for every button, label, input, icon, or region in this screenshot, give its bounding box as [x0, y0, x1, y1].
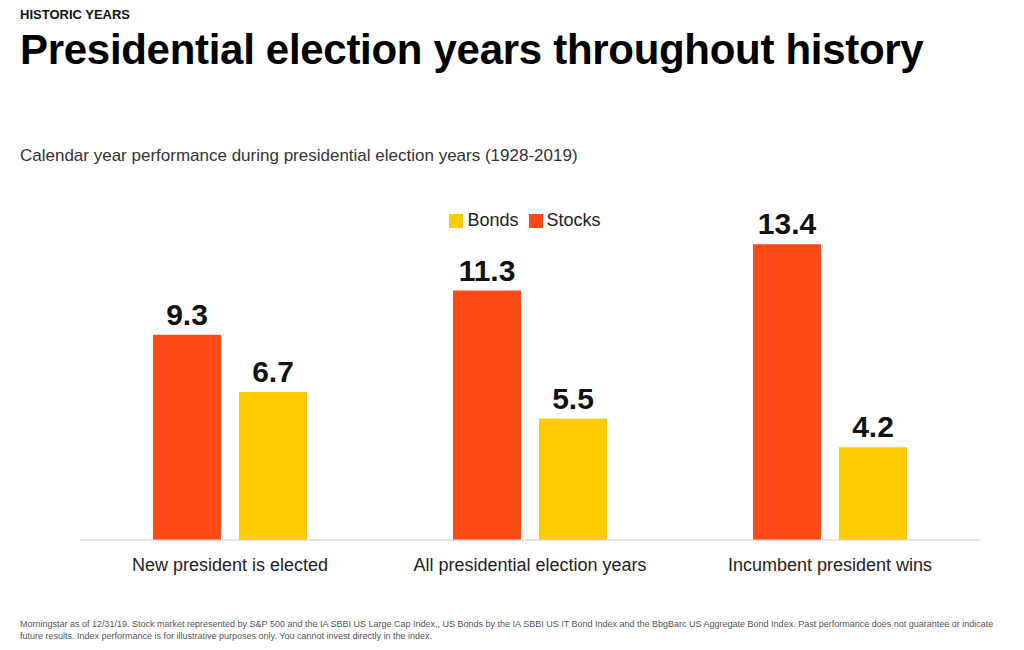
- svg-text:9.3: 9.3: [166, 298, 208, 331]
- html-text:Calendar year performance duri: Calendar year performance during preside…: [20, 146, 578, 165]
- svg-text:13.4: 13.4: [758, 207, 817, 240]
- html-text:Stocks: Stocks: [546, 210, 601, 230]
- svg-text:11.3: 11.3: [459, 254, 516, 287]
- html-text:Bonds: Bonds: [467, 210, 519, 230]
- svg-text:New president is elected: New president is elected: [132, 555, 328, 575]
- svg-text:4.2: 4.2: [852, 410, 894, 443]
- svg-text:Incumbent president wins: Incumbent president wins: [728, 555, 932, 575]
- svg-text:6.7: 6.7: [252, 355, 294, 388]
- svg-text:5.5: 5.5: [552, 382, 594, 415]
- svg-text:All presidential election year: All presidential election years: [413, 555, 646, 575]
- html-text:Presidential election years th: Presidential election years throughout h…: [20, 26, 924, 73]
- html-text:HISTORIC YEARS: HISTORIC YEARS: [20, 7, 130, 22]
- html-text:Morningstar as of 12/31/19. St: Morningstar as of 12/31/19. Stock market…: [20, 619, 994, 641]
